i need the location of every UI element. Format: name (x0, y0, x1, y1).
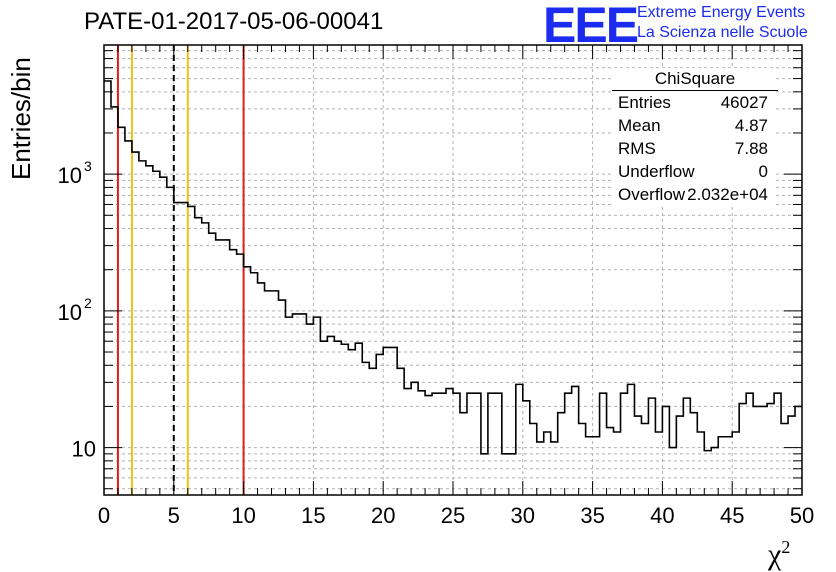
stats-title: ChiSquare (612, 68, 778, 91)
x-tick-label: 5 (168, 503, 180, 528)
logo-line-1: Extreme Energy Events (637, 4, 806, 21)
stats-key: RMS (618, 139, 656, 158)
logo-line-2: La Scienza nelle Scuole (637, 24, 808, 41)
histogram-series (104, 80, 802, 455)
x-tick-label: 20 (371, 503, 395, 528)
x-tick-label: 25 (441, 503, 465, 528)
y-tick-label: 10 (58, 300, 82, 325)
stats-row-underflow: Underflow 0 (612, 160, 776, 183)
histogram-line (104, 80, 802, 455)
y-tick-label-exponent: 2 (84, 295, 92, 311)
stats-value: 7.88 (734, 139, 768, 158)
x-tick-label: 0 (98, 503, 110, 528)
eee-logo: EEE (543, 0, 639, 53)
stats-row-mean: Mean 4.87 (612, 114, 776, 137)
x-tick-label: 45 (720, 503, 744, 528)
x-tick-label: 50 (790, 503, 814, 528)
x-axis-label-text: χ (768, 538, 782, 571)
stats-value: 4.87 (734, 116, 768, 135)
y-tick-label: 10 (72, 437, 96, 462)
stats-box: ChiSquare Entries 46027 Mean 4.87 RMS 7.… (612, 68, 778, 206)
x-tick-label: 15 (301, 503, 325, 528)
axis-ticks (103, 45, 803, 495)
chart-title: PATE-01-2017-05-06-00041 (84, 8, 384, 35)
stats-row-entries: Entries 46027 (612, 91, 776, 114)
stats-key: Entries (618, 93, 671, 112)
y-tick-label-exponent: 3 (84, 158, 92, 174)
reference-lines (116, 45, 245, 495)
x-tick-label: 10 (231, 503, 255, 528)
stats-row-rms: RMS 7.88 (612, 137, 776, 160)
x-axis-label: χ2 (768, 537, 790, 572)
y-axis-label: Entries/bin (6, 57, 37, 180)
x-tick-label: 30 (511, 503, 535, 528)
x-tick-label: 40 (650, 503, 674, 528)
x-axis-label-sup: 2 (781, 537, 791, 557)
stats-value: 0 (758, 162, 768, 181)
stats-value: 46027 (720, 93, 768, 112)
stats-key: Overflow (618, 185, 686, 204)
y-axis-label-text: Entries/bin (6, 57, 36, 180)
stats-value: 2.032e+04 (687, 185, 768, 204)
y-tick-label: 10 (58, 163, 82, 188)
stats-key: Mean (618, 116, 661, 135)
stats-row-overflow: Overflow 2.032e+04 (612, 183, 776, 206)
x-tick-label: 35 (580, 503, 604, 528)
stats-key: Underflow (618, 162, 695, 181)
